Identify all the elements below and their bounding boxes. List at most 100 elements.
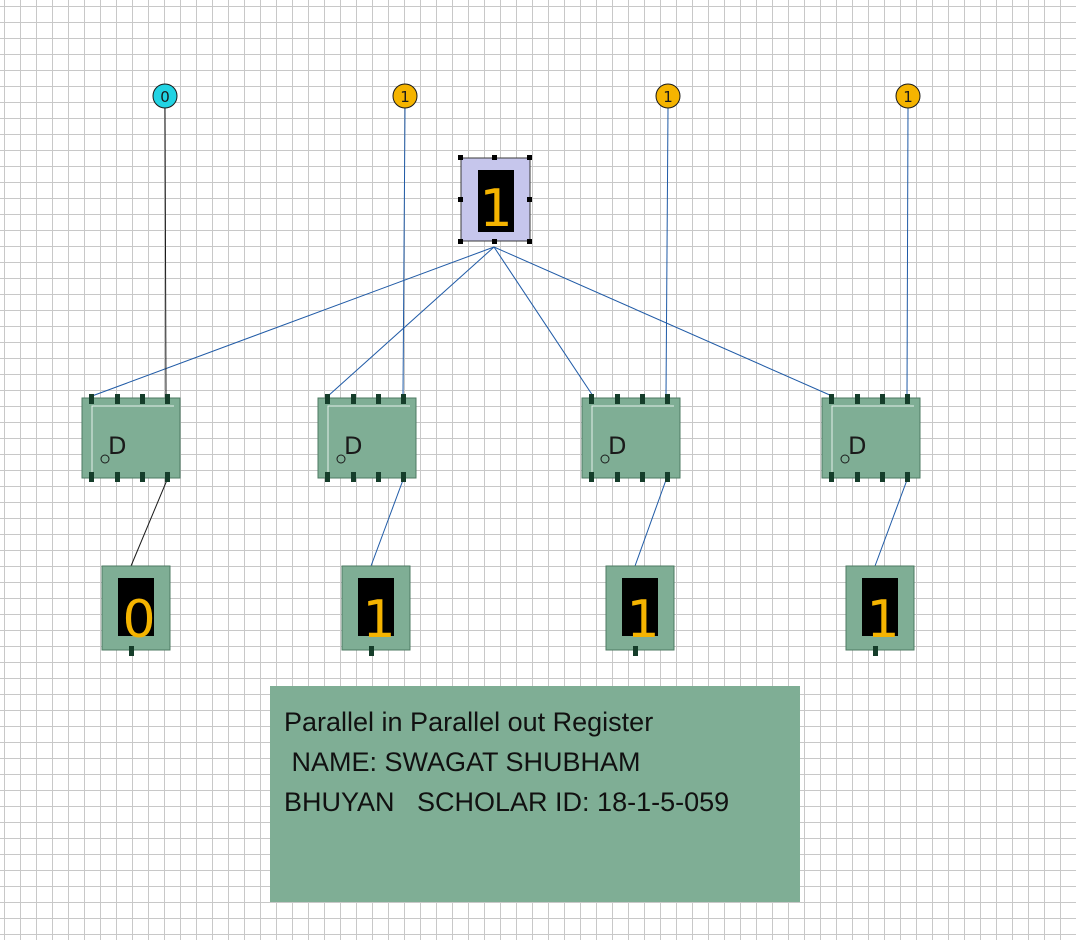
flip-flop-outline (831, 405, 914, 472)
pin[interactable] (140, 472, 145, 482)
flip-flop-label: D (108, 432, 126, 460)
wire-clock-ff3 (493, 246, 594, 397)
selection-handle[interactable] (458, 197, 463, 202)
pin[interactable] (401, 472, 406, 482)
selection-handle[interactable] (527, 155, 532, 160)
output-wires (130, 479, 908, 567)
pin[interactable] (615, 394, 620, 404)
pin[interactable] (905, 472, 910, 482)
wire-input-2 (402, 107, 406, 397)
wire-input-4 (906, 107, 909, 397)
display-screen (358, 578, 394, 636)
pin[interactable] (140, 394, 145, 404)
input-switch-value: 1 (400, 88, 410, 106)
flip-flop-body[interactable] (81, 397, 181, 479)
pin[interactable] (880, 472, 885, 482)
pin[interactable] (855, 394, 860, 404)
pin[interactable] (376, 394, 381, 404)
pin[interactable] (89, 394, 94, 404)
pin[interactable] (129, 646, 134, 656)
text-note-box[interactable]: Parallel in Parallel out Register NAME: … (270, 686, 800, 902)
input-switch-circle[interactable] (152, 83, 178, 109)
pin[interactable] (905, 394, 910, 404)
flip-flop-label: D (848, 432, 866, 460)
d-flip-flop[interactable]: D (581, 394, 681, 482)
input-switch-circle[interactable] (392, 83, 418, 109)
input-switch[interactable]: 1 (895, 83, 921, 109)
pin[interactable] (589, 394, 594, 404)
note-name-line: NAME: SWAGAT SHUBHAM (284, 747, 641, 777)
selection-handle[interactable] (492, 239, 497, 244)
pin[interactable] (115, 394, 120, 404)
wire-input-1 (164, 107, 167, 397)
pin[interactable] (829, 394, 834, 404)
pin[interactable] (401, 394, 406, 404)
clock-bubble-icon (100, 454, 110, 464)
flip-flop-outline (327, 405, 410, 472)
pin[interactable] (640, 472, 645, 482)
input-switch-value: 1 (903, 88, 913, 106)
input-switch-circle[interactable] (655, 83, 681, 109)
pin[interactable] (665, 394, 670, 404)
output-display[interactable]: 1 (341, 565, 411, 656)
flip-flop-body[interactable] (821, 397, 921, 479)
pin[interactable] (589, 472, 594, 482)
pin[interactable] (615, 472, 620, 482)
pin[interactable] (351, 472, 356, 482)
display-screen (622, 578, 658, 636)
d-flip-flop[interactable]: D (317, 394, 417, 482)
pin[interactable] (89, 472, 94, 482)
selection-handle[interactable] (492, 155, 497, 160)
clock-display-digit: 1 (479, 179, 512, 239)
pin[interactable] (325, 394, 330, 404)
pin[interactable] (855, 472, 860, 482)
note-title: Parallel in Parallel out Register (284, 707, 654, 737)
pin[interactable] (351, 394, 356, 404)
clock-display[interactable]: 1 (458, 155, 532, 244)
pin[interactable] (880, 394, 885, 404)
display-digit: 1 (626, 590, 659, 650)
output-display[interactable]: 1 (605, 565, 675, 656)
note-id-line: BHUYAN SCHOLAR ID: 18-1-5-059 (284, 787, 730, 817)
pin[interactable] (665, 472, 670, 482)
d-flip-flop[interactable]: D (81, 394, 181, 482)
wire-clock-ff2 (327, 246, 495, 397)
pin[interactable] (165, 394, 170, 404)
input-switch[interactable]: 1 (392, 83, 418, 109)
selection-handle[interactable] (527, 239, 532, 244)
input-switch[interactable]: 1 (655, 83, 681, 109)
flip-flop-body[interactable] (317, 397, 417, 479)
flip-flop-body[interactable] (581, 397, 681, 479)
pin[interactable] (633, 646, 638, 656)
flip-flop-outline (591, 405, 674, 472)
wire-output-2 (370, 479, 404, 567)
selection-handle[interactable] (458, 155, 463, 160)
pin[interactable] (873, 646, 878, 656)
output-display[interactable]: 0 (101, 565, 171, 656)
wire-clock-ff1 (91, 246, 495, 397)
pin[interactable] (115, 472, 120, 482)
pin[interactable] (165, 472, 170, 482)
pin[interactable] (640, 394, 645, 404)
input-switch[interactable]: 0 (152, 83, 178, 109)
selection-handle[interactable] (527, 197, 532, 202)
pin[interactable] (376, 472, 381, 482)
clock-bubble-icon (336, 454, 346, 464)
wire-input-3 (665, 107, 669, 397)
flip-flop-label: D (344, 432, 362, 460)
flip-flop-outline (91, 405, 174, 472)
pin[interactable] (829, 472, 834, 482)
pin[interactable] (369, 646, 374, 656)
d-flip-flop[interactable]: D (821, 394, 921, 482)
wire-clock-ff4 (493, 246, 833, 397)
selection-handle[interactable] (458, 239, 463, 244)
flip-flop-label: D (608, 432, 626, 460)
clock-bubble-icon (840, 454, 850, 464)
input-switch-circle[interactable] (895, 83, 921, 109)
input-switch-value: 0 (160, 88, 170, 106)
display-digit: 1 (866, 590, 899, 650)
clock-wires (91, 246, 833, 397)
display-digit: 1 (362, 590, 395, 650)
pin[interactable] (325, 472, 330, 482)
output-display[interactable]: 1 (845, 565, 915, 656)
